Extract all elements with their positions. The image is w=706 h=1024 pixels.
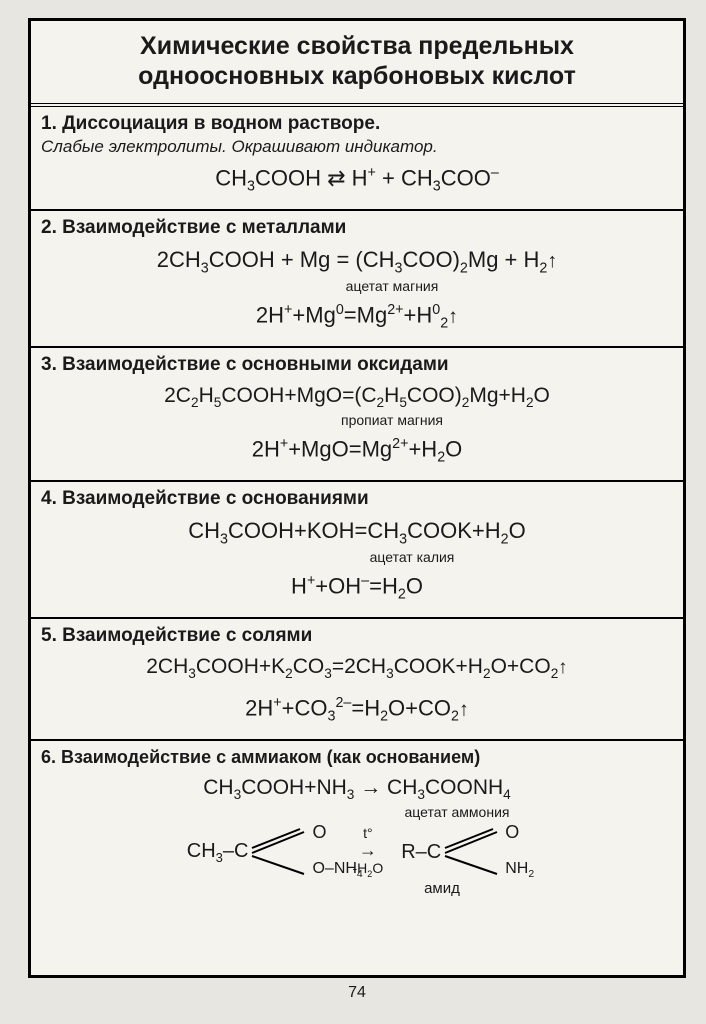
section-4-eq2: H++OH–=H2O [41, 573, 673, 603]
section-1: 1. Диссоциация в водном растворе. Слабые… [31, 107, 683, 211]
struct-left: CH3–C O O–NH4 [187, 824, 335, 882]
section-5: 5. Взаимодействие с солями 2CH3COOH+K2CO… [31, 619, 683, 741]
section-3-head: 3. Взаимодействие с основными оксидами [41, 354, 673, 376]
section-2-eq1: 2CH3COOH + Mg = (CH3COO)2Mg + H2↑ [41, 247, 673, 276]
section-3-eq2: 2H++MgO=Mg2++H2O [41, 436, 673, 466]
struct-right-top: O [505, 822, 519, 843]
arrow-cond-top: t° [352, 826, 383, 840]
arrow-mid: → [352, 840, 383, 861]
title-line-2: одноосновных карбоновых кислот [39, 61, 675, 91]
section-6-eq1: CH3COOH+NH3 → CH3COONH4 [41, 776, 673, 802]
section-6: 6. Взаимодействие с аммиаком (как основа… [31, 741, 683, 907]
page-number: 74 [28, 984, 686, 1002]
amid-label: амид [41, 880, 673, 897]
struct-right-frag: O NH2 [441, 824, 527, 882]
section-5-eq2: 2H++CO32–=H2O+CO2↑ [41, 695, 673, 725]
section-1-head: 1. Диссоциация в водном растворе. [41, 113, 673, 135]
section-1-note: Слабые электролиты. Окрашивают индикатор… [41, 137, 673, 157]
section-3-eq1: 2C2H5COOH+MgO=(C2H5COO)2Mg+H2O [41, 384, 673, 410]
title-box: Химические свойства предельных однооснов… [31, 21, 683, 107]
struct-left-bot: O–NH4 [312, 860, 362, 880]
section-6-head: 6. Взаимодействие с аммиаком (как основа… [41, 747, 673, 768]
struct-left-prefix: CH3–C [187, 840, 249, 865]
section-2: 2. Взаимодействие с металлами 2CH3COOH +… [31, 211, 683, 348]
section-4-head: 4. Взаимодействие с основаниями [41, 488, 673, 510]
struct-right-prefix: R–C [401, 841, 441, 864]
section-4-eq1: CH3COOH+KOH=CH3COOK+H2O [41, 518, 673, 547]
page-frame: Химические свойства предельных однооснов… [28, 18, 686, 978]
struct-right: R–C O NH2 [401, 824, 527, 882]
section-2-head: 2. Взаимодействие с металлами [41, 217, 673, 239]
section-3: 3. Взаимодействие с основными оксидами 2… [31, 348, 683, 482]
struct-left-top: O [312, 822, 326, 843]
section-5-eq1: 2CH3COOH+K2CO3=2CH3COOK+H2O+CO2↑ [41, 655, 673, 681]
section-3-label1: пропиат магния [41, 412, 673, 428]
structural-row: CH3–C O O–NH4 t° → -H2O R–C [41, 824, 673, 882]
section-6-label1: ацетат аммония [41, 804, 673, 820]
section-1-eq1: CH3COOH ⇄ H+ + CH3COO– [41, 165, 673, 195]
section-4: 4. Взаимодействие с основаниями CH3COOH+… [31, 482, 683, 619]
section-4-label1: ацетат калия [41, 549, 673, 565]
section-2-eq2: 2H++Mg0=Mg2++H02↑ [41, 302, 673, 332]
section-2-label1: ацетат магния [41, 278, 673, 294]
struct-left-frag: O O–NH4 [248, 824, 334, 882]
section-5-head: 5. Взаимодействие с солями [41, 625, 673, 647]
struct-right-bot: NH2 [505, 860, 534, 880]
title-line-1: Химические свойства предельных [39, 31, 675, 61]
